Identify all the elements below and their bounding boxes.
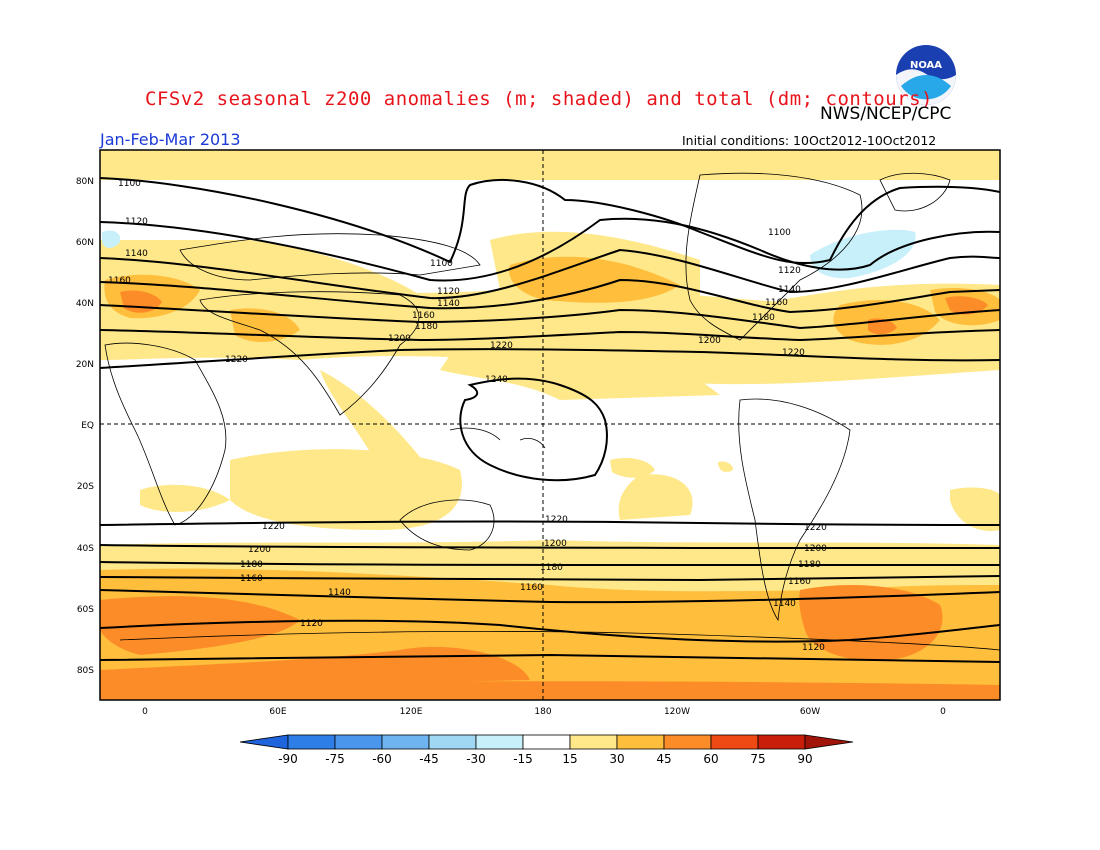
contour-label-1100-c: 1100 (768, 228, 791, 238)
lat-label: EQ (81, 421, 94, 431)
contour-label-1200-c: 1200 (248, 545, 271, 555)
contour-label-1140-d: 1140 (328, 588, 351, 598)
colorbar-label: -90 (278, 752, 298, 766)
contour-label-1220-c: 1220 (782, 348, 805, 358)
reference-lines (100, 150, 1000, 700)
lat-label: 80S (77, 666, 94, 676)
anomaly-shading (100, 150, 1000, 700)
contour-label-1120-a: 1120 (125, 217, 148, 227)
contour-label-1160-d: 1160 (240, 574, 263, 584)
contour-label-1220-a: 1220 (225, 355, 248, 365)
colorbar-swatch (663, 734, 712, 750)
map-frame (99, 149, 1001, 701)
colorbar-label: -75 (325, 752, 345, 766)
colorbar-label: 45 (656, 752, 671, 766)
contour-label-1140-b: 1140 (437, 299, 460, 309)
longitude-axis: 0 60E 120E 180 120W 60W 0 (142, 707, 946, 717)
colorbar-swatch (757, 734, 806, 750)
colorbar: -90 -75 -60 -45 -30 -15 15 30 45 60 75 90 (239, 734, 854, 766)
lon-label: 120W (664, 707, 690, 717)
contour-label-1180-d: 1180 (540, 563, 563, 573)
contour-label-1180-a: 1180 (415, 322, 438, 332)
colorbar-label: -30 (466, 752, 486, 766)
contour-label-1180-c: 1180 (240, 560, 263, 570)
contour-label-1200-b: 1200 (698, 336, 721, 346)
initial-conditions-label: Initial conditions: 10Oct2012-10Oct2012 (682, 133, 937, 148)
contour-label-1120-d: 1120 (300, 619, 323, 629)
coastlines (104, 172, 1000, 651)
lat-label: 20N (76, 360, 94, 370)
colorbar-swatch (616, 734, 665, 750)
logo-text: NOAA (910, 60, 942, 71)
colorbar-swatch (475, 734, 524, 750)
lon-label: 60E (269, 707, 286, 717)
colorbar-label: 75 (750, 752, 765, 766)
contour-label-group: 1100 1100 1100 1120 1120 1120 1120 1120 … (108, 179, 827, 653)
colorbar-arrow-right (804, 734, 854, 750)
colorbar-label: 15 (562, 752, 577, 766)
contour-label-1120-e: 1120 (802, 643, 825, 653)
noaa-logo: NOAA (895, 44, 957, 110)
lon-label: 0 (142, 707, 148, 717)
contour-label-1180-e: 1180 (798, 560, 821, 570)
contour-label-1120-b: 1120 (437, 287, 460, 297)
contour-label-1220-d: 1220 (262, 522, 285, 532)
contour-label-1200-a: 1200 (388, 334, 411, 344)
colorbar-swatch (710, 734, 759, 750)
lat-label: 60S (77, 605, 94, 615)
colorbar-label: 90 (797, 752, 812, 766)
latitude-axis: 80N 60N 40N 20N EQ 20S 40S 60S 80S (76, 177, 94, 676)
height-contours (100, 177, 1000, 663)
contour-label-1240: 1240 (485, 375, 508, 385)
colorbar-swatch (428, 734, 477, 750)
contour-label-1200-e: 1200 (804, 544, 827, 554)
contour-label-1160-a: 1160 (108, 276, 131, 286)
contour-label-1140-a: 1140 (125, 249, 148, 259)
contour-label-1220-b: 1220 (490, 341, 513, 351)
lon-label: 120E (400, 707, 423, 717)
colorbar-arrow-left (239, 734, 289, 750)
lat-label: 60N (76, 238, 94, 248)
lat-label: 40S (77, 544, 94, 554)
contour-label-1160-c: 1160 (765, 298, 788, 308)
lon-label: 60W (800, 707, 820, 717)
contour-label-1120-c: 1120 (778, 266, 801, 276)
contour-label-1160-f: 1160 (788, 577, 811, 587)
colorbar-label: -45 (419, 752, 439, 766)
colorbar-label: -60 (372, 752, 392, 766)
contour-label-1140-e: 1140 (773, 599, 796, 609)
colorbar-label: -15 (513, 752, 533, 766)
period-label: Jan-Feb-Mar 2013 (100, 130, 241, 149)
contour-label-1140-c: 1140 (778, 285, 801, 295)
colorbar-swatch (522, 734, 571, 750)
lon-label: 180 (534, 707, 551, 717)
contour-label-1160-b: 1160 (412, 311, 435, 321)
colorbar-label: 30 (609, 752, 624, 766)
lon-label: 0 (940, 707, 946, 717)
contour-label-1220-e: 1220 (545, 515, 568, 525)
colorbar-swatch (287, 734, 336, 750)
lat-label: 80N (76, 177, 94, 187)
colorbar-swatch (334, 734, 383, 750)
contour-label-1160-e: 1160 (520, 583, 543, 593)
colorbar-label: 60 (703, 752, 718, 766)
agency-label: NWS/NCEP/CPC (820, 104, 952, 124)
contour-label-1100-b: 1100 (430, 259, 453, 269)
contour-label-1200-d: 1200 (544, 539, 567, 549)
colorbar-swatch (569, 734, 618, 750)
chart-title: CFSv2 seasonal z200 anomalies (m; shaded… (145, 88, 933, 110)
lat-label: 40N (76, 299, 94, 309)
contour-label-1100-a: 1100 (118, 179, 141, 189)
contour-label-1180-b: 1180 (752, 313, 775, 323)
contour-label-1220-f: 1220 (804, 523, 827, 533)
colorbar-swatch (381, 734, 430, 750)
lat-label: 20S (77, 482, 94, 492)
